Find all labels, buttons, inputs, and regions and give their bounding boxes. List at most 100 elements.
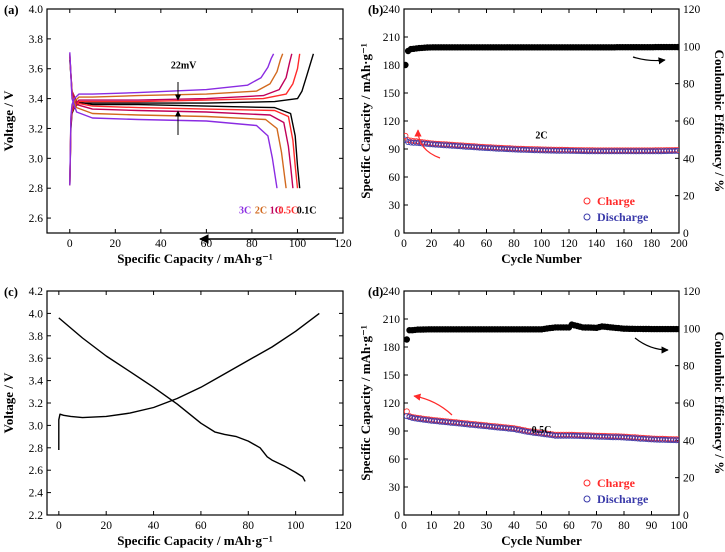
y-right-tick-label: 100 [683, 41, 701, 53]
data-point [508, 425, 515, 432]
y-right-tick-label: 20 [683, 191, 695, 203]
annotation: 22mV [171, 61, 197, 72]
y-tick-label: 3.8 [29, 331, 44, 343]
y-axis-label: Voltage / V [1, 372, 16, 433]
data-point [404, 413, 410, 420]
series-line-8 [69, 53, 275, 186]
x-tick-label: 120 [334, 520, 352, 532]
x-tick-label: 100 [289, 238, 307, 250]
x-axis-label: Cycle Number [501, 533, 582, 548]
x-tick-label: 40 [155, 238, 167, 250]
data-point [676, 437, 679, 444]
y-tick-label: 3.2 [29, 123, 44, 135]
x-axis-label: Cycle Number [501, 251, 582, 266]
y-right-tick-label: 20 [683, 473, 695, 485]
annotation: 1C [270, 206, 282, 217]
y-tick-label: 2.4 [29, 488, 44, 500]
x-tick-label: 0 [56, 520, 62, 532]
y-right-tick-label: 80 [683, 361, 695, 373]
panel-c: (c) 0 20 40 60 80 100 120 2.2 2.4 2.6 2.8 3.0 3.2 3.4 3… [1, 285, 352, 548]
panel-label: (c) [4, 285, 18, 299]
data-point [674, 147, 679, 154]
legend-label-discharge: Discharge [597, 492, 649, 506]
y-tick-label: 4.0 [29, 4, 44, 16]
y-axis-label: Voltage / V [1, 90, 16, 151]
data-point [404, 61, 409, 69]
plot-frame [403, 290, 680, 516]
x-tick-label: 60 [481, 238, 493, 250]
y-tick-label: 120 [383, 398, 401, 410]
legend-marker-discharge [583, 213, 591, 221]
y-right-tick-label: 40 [683, 153, 695, 165]
series-line-0 [58, 312, 320, 450]
y-right-tick-label: 120 [683, 286, 701, 298]
y-tick-label: 240 [383, 4, 401, 16]
y-tick-label: 210 [383, 314, 401, 326]
y-tick-label: 3.2 [29, 398, 44, 410]
efficiency-axis-arrow [632, 56, 666, 65]
data-point [404, 132, 409, 139]
y-right-tick-label: 60 [683, 398, 695, 410]
y-tick-label: 30 [389, 482, 401, 494]
legend-label-charge: Charge [597, 194, 636, 208]
x-tick-label: 70 [591, 520, 603, 532]
series-1 [404, 413, 679, 444]
x-tick-label: 20 [110, 238, 122, 250]
x-tick-label: 20 [453, 520, 465, 532]
y-tick-label: 2.8 [29, 183, 44, 195]
y-tick-label: 2.8 [29, 443, 44, 455]
y-tick-label: 180 [383, 60, 401, 72]
y-tick-label: 180 [383, 342, 401, 354]
x-tick-label: 80 [246, 238, 258, 250]
plot-frame [46, 290, 344, 516]
series-line-7 [69, 53, 287, 189]
y-tick-label: 30 [389, 200, 401, 212]
panel-b: (b)0 20 40 60 80 100 120 140 160 180 2000306090120… [358, 3, 725, 266]
x-tick-label: 30 [481, 520, 493, 532]
y-tick-label: 90 [389, 426, 401, 438]
data-point [404, 408, 410, 415]
y-tick-label: 3.6 [29, 64, 44, 76]
series-line-9 [69, 52, 278, 189]
x-tick-label: 20 [426, 238, 438, 250]
y-right-axis-label: Coulombic Efficiency / % [712, 50, 725, 193]
y-right-axis-label: Coulombic Efficiency / % [712, 332, 725, 475]
data-point [420, 416, 427, 423]
data-point [527, 429, 534, 436]
y-tick-label: 3.0 [29, 153, 44, 165]
series-line-3 [69, 56, 299, 189]
y-tick-label: 4.0 [29, 308, 44, 320]
x-tick-label: 60 [201, 238, 213, 250]
x-tick-label: 0 [67, 238, 73, 250]
x-tick-label: 0 [401, 238, 407, 250]
y-tick-label: 60 [389, 454, 401, 466]
y-tick-label: 3.8 [29, 34, 44, 46]
data-point [510, 426, 517, 433]
annotation: 2C [255, 206, 267, 217]
series-line-0 [69, 53, 315, 186]
x-tick-label: 100 [287, 520, 305, 532]
x-tick-label: 200 [670, 238, 688, 250]
x-tick-label: 100 [533, 238, 551, 250]
panel-a: (a) 0 20 40 60 80 100 120 2.6 2.8 3.0 3.2 3.4 3.6 3.8 4… [1, 3, 352, 266]
y-right-tick-label: 40 [683, 435, 695, 447]
x-tick-label: 50 [536, 520, 548, 532]
x-tick-label: 140 [588, 238, 606, 250]
series-line-1 [58, 317, 306, 482]
y-right-tick-label: 80 [683, 79, 695, 91]
data-point [544, 431, 551, 438]
data-point [522, 428, 529, 435]
x-tick-label: 60 [195, 520, 207, 532]
data-point [516, 427, 523, 434]
series-line-6 [69, 53, 284, 186]
y-tick-label: 60 [389, 172, 401, 184]
x-tick-label: 100 [670, 520, 688, 532]
x-tick-label: 160 [615, 238, 633, 250]
annotation: 2C [535, 131, 547, 142]
y-right-tick-label: 60 [683, 116, 695, 128]
data-point [411, 415, 418, 422]
y-tick-label: 3.0 [29, 420, 44, 432]
x-tick-label: 10 [426, 520, 438, 532]
series-line-5 [69, 55, 294, 189]
series-line-1 [69, 59, 301, 189]
